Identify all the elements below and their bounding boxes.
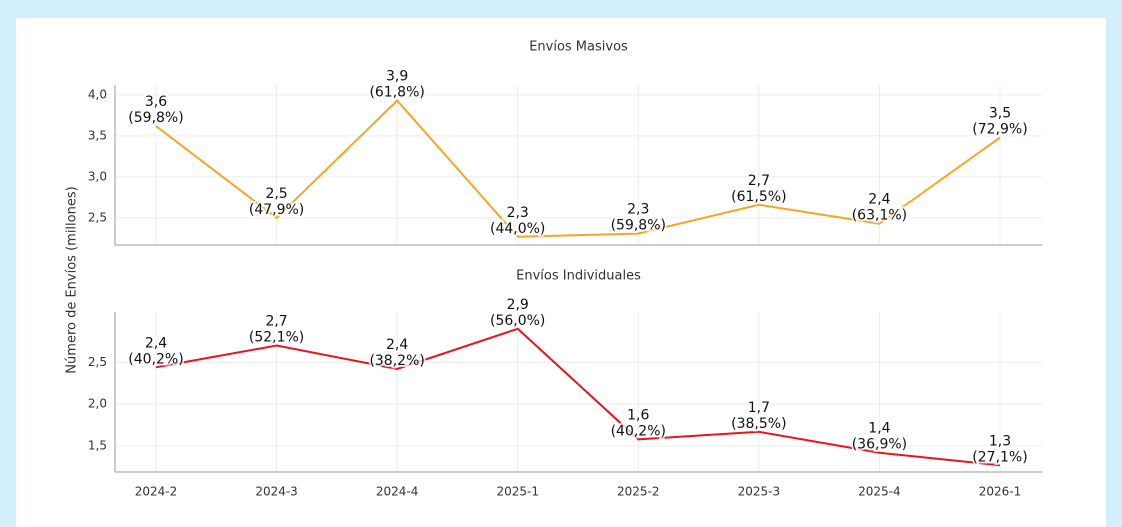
share-label: (52,1%) [249, 330, 304, 346]
share-label: (61,5%) [731, 189, 786, 205]
share-label: (38,5%) [731, 416, 786, 432]
value-label: 2,4 [386, 337, 408, 353]
x-tick-label: 2025-2 [617, 485, 660, 499]
share-label: (38,2%) [369, 353, 424, 369]
share-label: (40,2%) [611, 423, 666, 439]
share-label: (72,9%) [972, 122, 1027, 138]
share-label: (40,2%) [128, 351, 183, 367]
x-tick-label: 2025-1 [496, 485, 539, 499]
share-label: (44,0%) [490, 221, 545, 237]
x-tick-label: 2024-3 [255, 485, 298, 499]
share-label: (59,8%) [611, 218, 666, 234]
y-tick-label: 3,0 [88, 169, 107, 183]
value-label: 2,4 [868, 192, 890, 208]
value-label: 2,9 [507, 297, 529, 313]
value-label: 1,6 [627, 407, 649, 423]
share-label: (63,1%) [852, 208, 907, 224]
y-tick-label: 4,0 [88, 87, 107, 101]
share-label: (47,9%) [249, 202, 304, 218]
panel-title: Envíos Individuales [516, 269, 641, 284]
x-tick-label: 2026-1 [979, 485, 1022, 499]
x-tick-label: 2024-4 [376, 485, 419, 499]
value-label: 2,3 [627, 202, 649, 218]
series-line [155, 99, 1001, 238]
y-tick-label: 3,5 [88, 128, 107, 142]
y-tick-label: 2,0 [88, 397, 107, 411]
value-label: 2,7 [748, 173, 770, 189]
value-label: 2,7 [265, 314, 287, 330]
share-label: (36,9%) [852, 437, 907, 453]
x-tick-label: 2024-2 [135, 485, 178, 499]
panel-title: Envíos Masivos [529, 40, 628, 55]
y-axis-label: Número de Envíos (millones) [65, 186, 80, 373]
value-label: 3,6 [145, 94, 167, 110]
x-tick-label: 2025-4 [858, 485, 901, 499]
series-line [155, 327, 1001, 467]
value-label: 3,9 [386, 69, 408, 85]
value-label: 1,4 [868, 421, 890, 437]
share-label: (27,1%) [972, 449, 1027, 465]
value-label: 2,5 [265, 186, 287, 202]
y-tick-label: 2,5 [88, 210, 107, 224]
share-label: (59,8%) [128, 110, 183, 126]
value-label: 2,4 [145, 335, 167, 351]
y-tick-label: 1,5 [88, 439, 107, 453]
value-label: 1,3 [989, 433, 1011, 449]
value-label: 2,3 [507, 205, 529, 221]
share-label: (61,8%) [369, 85, 424, 101]
x-tick-label: 2025-3 [738, 485, 781, 499]
value-label: 1,7 [748, 400, 770, 416]
y-tick-label: 2,5 [88, 355, 107, 369]
share-label: (56,0%) [490, 313, 545, 329]
panel [16, 18, 1106, 527]
value-label: 3,5 [989, 106, 1011, 122]
